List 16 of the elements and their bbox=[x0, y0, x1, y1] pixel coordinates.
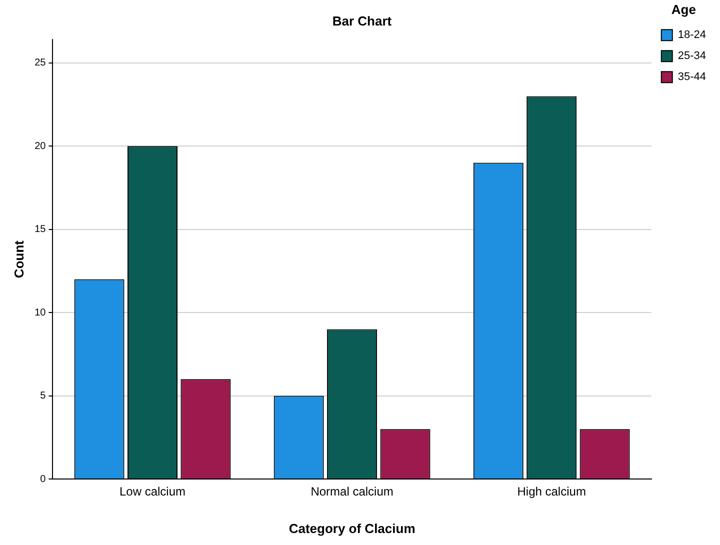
y-tick-label: 5 bbox=[40, 390, 46, 402]
x-tick-label: Low calcium bbox=[119, 484, 186, 499]
legend-label: 25-34 bbox=[678, 50, 706, 62]
y-tick-label: 25 bbox=[34, 58, 46, 69]
legend-title: Age bbox=[671, 2, 696, 18]
y-axis-title: Count bbox=[11, 240, 26, 278]
x-tick-label: High calcium bbox=[517, 484, 586, 499]
y-tick-label: 20 bbox=[34, 140, 46, 152]
chart-title: Bar Chart bbox=[332, 13, 392, 28]
y-tick-label: 15 bbox=[34, 224, 46, 236]
y-tick-label: 10 bbox=[34, 307, 46, 318]
x-axis-title: Category of Clacium bbox=[288, 520, 416, 536]
y-tick-label: 0 bbox=[40, 474, 46, 485]
legend-label: 35-44 bbox=[678, 71, 706, 84]
legend-label: 18-24 bbox=[678, 29, 706, 42]
x-tick-label: Normal calcium bbox=[310, 484, 394, 499]
